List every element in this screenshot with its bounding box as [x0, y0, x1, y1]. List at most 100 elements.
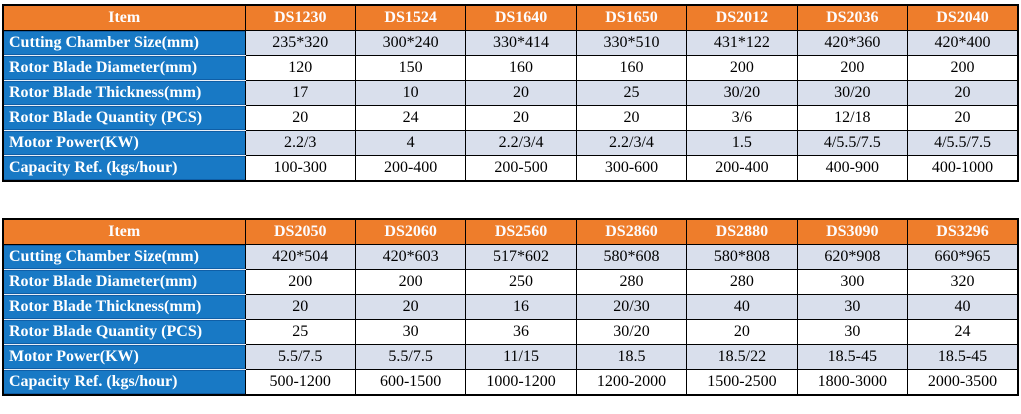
spec-value-cell: 18.5-45 [907, 344, 1019, 370]
spec-value-cell: 4/5.5/7.5 [907, 130, 1019, 156]
spec-value-cell: 30/20 [575, 319, 688, 345]
spec-value-cell: 5.5/7.5 [354, 344, 467, 370]
spec-row-label: Rotor Blade Thickness(mm) [2, 294, 246, 320]
spec-value-cell: 120 [244, 55, 356, 81]
spec-value-cell: 2.2/3/4 [465, 130, 577, 156]
spec-value-cell: 1200-2000 [575, 369, 688, 396]
spec-value-cell: 4 [354, 130, 467, 156]
model-column-header: DS2050 [244, 218, 356, 245]
spec-row-label: Rotor Blade Quantity (PCS) [2, 319, 246, 345]
spec-row-label: Capacity Ref. (kgs/hour) [2, 155, 246, 182]
spec-value-cell: 16 [465, 294, 577, 320]
spec-row-label: Capacity Ref. (kgs/hour) [2, 369, 246, 396]
spec-value-cell: 660*965 [907, 244, 1019, 270]
model-column-header: DS2880 [686, 218, 798, 245]
spec-value-cell: 580*808 [686, 244, 798, 270]
spec-value-cell: 100-300 [244, 155, 356, 182]
spec-value-cell: 200 [907, 55, 1019, 81]
model-column-header: DS3296 [907, 218, 1019, 245]
model-column-header: DS1524 [354, 4, 467, 31]
spec-value-cell: 10 [354, 80, 467, 106]
spec-value-cell: 200 [796, 55, 909, 81]
spec-row: Cutting Chamber Size(mm) 235*320 300*240 33… [2, 30, 1019, 56]
spec-value-cell: 200 [244, 269, 356, 295]
spec-row: Motor Power(KW) 5.5/7.5 5.5/7.5 11/15 18.5 18… [2, 344, 1019, 370]
spec-value-cell: 18.5/22 [686, 344, 798, 370]
model-column-header: DS2860 [575, 218, 688, 245]
spec-value-cell: 330*414 [465, 30, 577, 56]
spec-value-cell: 200-500 [465, 155, 577, 182]
spec-row-label: Cutting Chamber Size(mm) [2, 30, 246, 56]
spec-row: Capacity Ref. (kgs/hour) 500-1200 600-1500… [2, 369, 1019, 396]
spec-value-cell: 150 [354, 55, 467, 81]
model-column-header: DS1650 [575, 4, 688, 31]
spec-value-cell: 25 [575, 80, 688, 106]
spec-row-label: Rotor Blade Thickness(mm) [2, 80, 246, 106]
spec-value-cell: 517*602 [465, 244, 577, 270]
spec-value-cell: 2.2/3/4 [575, 130, 688, 156]
model-column-header: DS3090 [796, 218, 909, 245]
spec-value-cell: 200-400 [354, 155, 467, 182]
spec-value-cell: 250 [465, 269, 577, 295]
spec-value-cell: 431*122 [686, 30, 798, 56]
spec-value-cell: 24 [907, 319, 1019, 345]
spec-value-cell: 280 [686, 269, 798, 295]
spec-value-cell: 300*240 [354, 30, 467, 56]
spec-value-cell: 280 [575, 269, 688, 295]
spec-value-cell: 1.5 [686, 130, 798, 156]
spec-value-cell: 20 [907, 80, 1019, 106]
model-column-header: DS2036 [796, 4, 909, 31]
spec-row: Motor Power(KW) 2.2/3 4 2.2/3/4 2.2/3/4 1.5 4/… [2, 130, 1019, 156]
spec-row: Rotor Blade Quantity (PCS) 25 30 36 30/20 20 3… [2, 319, 1019, 345]
spec-value-cell: 600-1500 [354, 369, 467, 396]
spec-row-label: Motor Power(KW) [2, 130, 246, 156]
spec-value-cell: 30 [796, 319, 909, 345]
spec-value-cell: 20 [465, 105, 577, 131]
spec-value-cell: 30 [796, 294, 909, 320]
spec-row: Rotor Blade Diameter(mm) 120 150 160 160 200 2… [2, 55, 1019, 81]
spec-value-cell: 12/18 [796, 105, 909, 131]
spec-value-cell: 1500-2500 [686, 369, 798, 396]
spec-value-cell: 25 [244, 319, 356, 345]
spec-row: Rotor Blade Quantity (PCS) 20 24 20 20 3/6 12/… [2, 105, 1019, 131]
spec-value-cell: 420*603 [354, 244, 467, 270]
spec-row-label: Rotor Blade Diameter(mm) [2, 55, 246, 81]
spec-value-cell: 18.5-45 [796, 344, 909, 370]
spec-value-cell: 30/20 [686, 80, 798, 106]
spec-value-cell: 20 [575, 105, 688, 131]
spec-value-cell: 235*320 [244, 30, 356, 56]
spec-value-cell: 20 [907, 105, 1019, 131]
spec-value-cell: 400-900 [796, 155, 909, 182]
spec-row-label: Rotor Blade Diameter(mm) [2, 269, 246, 295]
spec-value-cell: 20 [686, 319, 798, 345]
spec-value-cell: 420*400 [907, 30, 1019, 56]
model-column-header: DS2560 [465, 218, 577, 245]
spec-value-cell: 2000-3500 [907, 369, 1019, 396]
spec-value-cell: 330*510 [575, 30, 688, 56]
model-column-header: DS1640 [465, 4, 577, 31]
spec-value-cell: 200 [354, 269, 467, 295]
spec-value-cell: 1800-3000 [796, 369, 909, 396]
spec-value-cell: 5.5/7.5 [244, 344, 356, 370]
spec-row-label: Motor Power(KW) [2, 344, 246, 370]
spec-value-cell: 420*360 [796, 30, 909, 56]
spec-row: Rotor Blade Diameter(mm) 200 200 250 280 280 3… [2, 269, 1019, 295]
spec-row: Capacity Ref. (kgs/hour) 100-300 200-400 20… [2, 155, 1019, 182]
spec-value-cell: 20 [354, 294, 467, 320]
spec-value-cell: 580*608 [575, 244, 688, 270]
spec-row: Cutting Chamber Size(mm) 420*504 420*603 51… [2, 244, 1019, 270]
spec-value-cell: 18.5 [575, 344, 688, 370]
model-column-header: DS2012 [686, 4, 798, 31]
item-column-header: Item [2, 218, 246, 245]
spec-value-cell: 40 [907, 294, 1019, 320]
spec-value-cell: 200-400 [686, 155, 798, 182]
spec-value-cell: 300-600 [575, 155, 688, 182]
spec-value-cell: 400-1000 [907, 155, 1019, 182]
spec-value-cell: 30/20 [796, 80, 909, 106]
spec-table-upper: Item DS1230 DS1524 DS1640 DS1650 DS2012 DS2036… [2, 4, 1019, 182]
spec-value-cell: 11/15 [465, 344, 577, 370]
spec-value-cell: 40 [686, 294, 798, 320]
spec-value-cell: 2.2/3 [244, 130, 356, 156]
header-row: Item DS2050 DS2060 DS2560 DS2860 DS2880 DS3090… [2, 218, 1019, 245]
